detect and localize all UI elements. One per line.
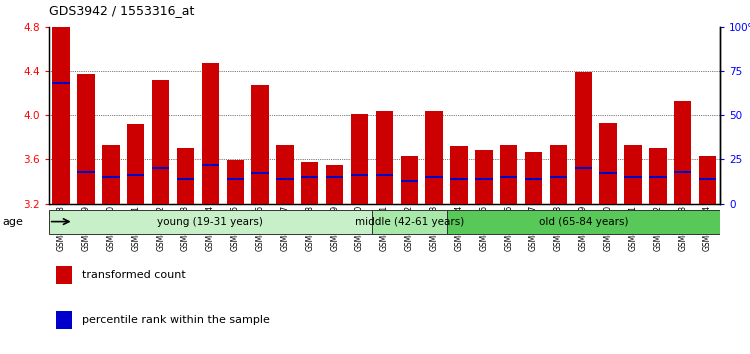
Bar — [152, 80, 170, 204]
Bar — [351, 114, 368, 204]
Bar — [425, 176, 442, 178]
Bar — [699, 156, 716, 204]
Bar — [425, 110, 442, 204]
Bar — [376, 174, 393, 176]
Bar — [650, 176, 667, 178]
Bar — [376, 110, 393, 204]
Bar — [525, 152, 542, 204]
Bar — [624, 176, 642, 178]
Text: young (19-31 years): young (19-31 years) — [158, 217, 263, 227]
Bar — [475, 150, 493, 204]
Bar — [177, 148, 194, 204]
Bar — [450, 178, 468, 180]
Bar — [276, 178, 294, 180]
Bar — [674, 171, 692, 173]
Bar — [650, 148, 667, 204]
Bar — [326, 176, 344, 178]
Bar — [177, 178, 194, 180]
FancyBboxPatch shape — [446, 210, 720, 234]
Text: percentile rank within the sample: percentile rank within the sample — [82, 315, 270, 325]
Bar — [400, 179, 418, 182]
Bar — [574, 72, 592, 204]
Text: age: age — [2, 217, 23, 227]
Bar — [127, 174, 145, 176]
Bar — [251, 85, 268, 204]
Bar — [450, 146, 468, 204]
Bar — [525, 178, 542, 180]
Bar — [56, 311, 72, 329]
Bar — [301, 176, 319, 178]
Bar — [56, 266, 72, 284]
Bar — [699, 178, 716, 180]
Bar — [152, 167, 170, 169]
Bar — [550, 145, 567, 204]
Bar — [599, 172, 616, 175]
Bar — [550, 176, 567, 178]
Bar — [276, 145, 294, 204]
Bar — [202, 63, 219, 204]
Bar — [574, 167, 592, 169]
Text: middle (42-61 years): middle (42-61 years) — [355, 217, 464, 227]
Bar — [400, 156, 418, 204]
Bar — [301, 161, 319, 204]
Bar — [53, 82, 70, 84]
Text: GDS3942 / 1553316_at: GDS3942 / 1553316_at — [49, 4, 194, 17]
Bar — [102, 176, 119, 178]
Bar — [599, 123, 616, 204]
Bar — [251, 172, 268, 175]
Bar — [127, 124, 145, 204]
Bar — [77, 171, 94, 173]
Bar — [77, 74, 94, 204]
Bar — [53, 27, 70, 204]
Bar — [226, 160, 244, 204]
FancyBboxPatch shape — [49, 210, 372, 234]
Bar — [102, 145, 119, 204]
Bar — [475, 178, 493, 180]
FancyBboxPatch shape — [372, 210, 446, 234]
Text: old (65-84 years): old (65-84 years) — [538, 217, 628, 227]
Bar — [500, 176, 517, 178]
Bar — [326, 165, 344, 204]
Bar — [351, 174, 368, 176]
Bar — [674, 101, 692, 204]
Bar — [226, 178, 244, 180]
Text: transformed count: transformed count — [82, 270, 186, 280]
Bar — [624, 145, 642, 204]
Bar — [500, 145, 517, 204]
Bar — [202, 164, 219, 166]
